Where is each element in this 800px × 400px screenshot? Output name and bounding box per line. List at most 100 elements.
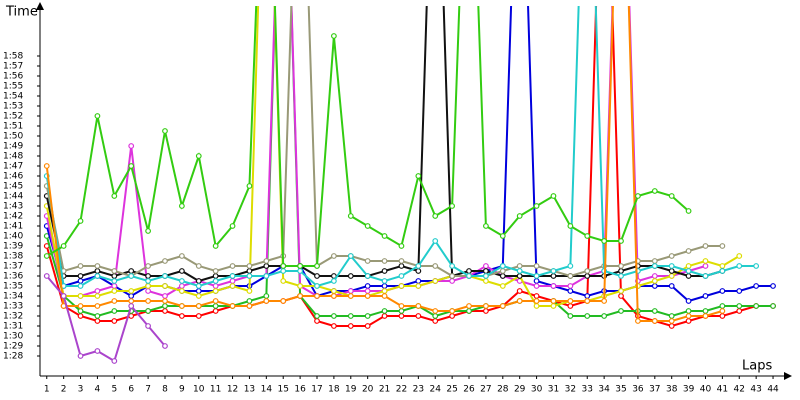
x-tick-label: 21	[379, 385, 390, 395]
point	[195, 288, 202, 294]
point	[145, 298, 151, 304]
point	[533, 203, 540, 209]
point	[111, 308, 118, 314]
point	[432, 313, 439, 319]
point	[212, 278, 219, 284]
point	[381, 268, 388, 274]
point	[381, 288, 388, 294]
y-arrow	[36, 2, 44, 10]
x-tick-label: 1	[44, 385, 50, 395]
x-tick-label: 2	[61, 385, 67, 395]
point	[347, 213, 354, 219]
point	[43, 273, 50, 279]
point	[128, 303, 135, 309]
point	[162, 303, 168, 309]
x-tick-label: 10	[193, 385, 205, 395]
point	[229, 303, 236, 309]
x-tick-label: 35	[615, 385, 626, 395]
y-tick-label: 1:38	[3, 252, 23, 262]
point	[162, 273, 168, 279]
x-tick-label: 11	[210, 385, 221, 395]
y-tick-label: 1:53	[3, 102, 23, 112]
point	[60, 243, 67, 249]
point	[246, 298, 253, 304]
y-tick-label: 1:35	[3, 282, 23, 292]
point	[229, 223, 236, 229]
point	[347, 313, 354, 319]
point	[398, 273, 405, 279]
point	[94, 318, 101, 324]
point	[567, 303, 574, 309]
point	[533, 283, 540, 289]
point	[162, 293, 168, 299]
y-tick-label: 1:32	[3, 312, 23, 322]
point	[330, 278, 337, 284]
point	[584, 273, 591, 279]
x-tick-label: 43	[750, 385, 761, 395]
point	[145, 278, 151, 284]
point	[178, 313, 185, 319]
point	[415, 268, 422, 274]
point	[162, 343, 168, 349]
y-tick-label: 1:45	[3, 182, 23, 192]
point	[77, 303, 84, 309]
point	[702, 293, 709, 299]
point	[128, 273, 135, 279]
point	[77, 283, 84, 289]
point	[668, 263, 675, 269]
x-arrow	[784, 372, 792, 380]
point	[668, 323, 675, 329]
y-tick-label: 1:30	[3, 332, 23, 342]
point	[347, 253, 354, 259]
point	[449, 273, 456, 279]
point	[347, 323, 354, 329]
point	[330, 288, 337, 294]
point	[111, 288, 118, 294]
point	[466, 303, 472, 309]
point	[550, 273, 557, 279]
series-line	[45, 6, 774, 303]
point	[381, 233, 388, 239]
point	[364, 293, 371, 299]
point	[651, 273, 658, 279]
point	[719, 303, 726, 309]
y-tick-label: 1:52	[3, 112, 23, 122]
point	[246, 273, 253, 279]
point	[449, 203, 456, 209]
point	[162, 308, 168, 314]
point	[398, 263, 405, 269]
point	[280, 268, 287, 274]
point	[212, 303, 219, 309]
point	[263, 298, 270, 304]
point	[651, 263, 658, 269]
point	[584, 293, 591, 299]
x-tick-label: 33	[582, 385, 593, 395]
point	[635, 318, 641, 324]
point	[398, 243, 405, 249]
point	[280, 278, 287, 284]
point	[381, 258, 388, 264]
point	[483, 273, 489, 279]
point	[635, 193, 641, 199]
point	[651, 318, 658, 324]
point	[668, 268, 675, 274]
point	[770, 303, 776, 309]
point	[567, 223, 574, 229]
y-tick-label: 1:48	[3, 152, 23, 162]
point	[77, 273, 84, 279]
point	[297, 263, 304, 269]
point	[415, 173, 422, 179]
point	[499, 303, 506, 309]
x-tick-label: 7	[145, 385, 151, 395]
point	[381, 308, 388, 314]
point	[550, 283, 557, 289]
point	[466, 308, 472, 314]
y-tick-label: 1:50	[3, 132, 23, 142]
point	[347, 293, 354, 299]
point	[499, 233, 506, 239]
point	[381, 283, 388, 289]
point	[212, 268, 219, 274]
point	[94, 273, 101, 279]
point	[212, 308, 219, 314]
point	[719, 313, 726, 319]
